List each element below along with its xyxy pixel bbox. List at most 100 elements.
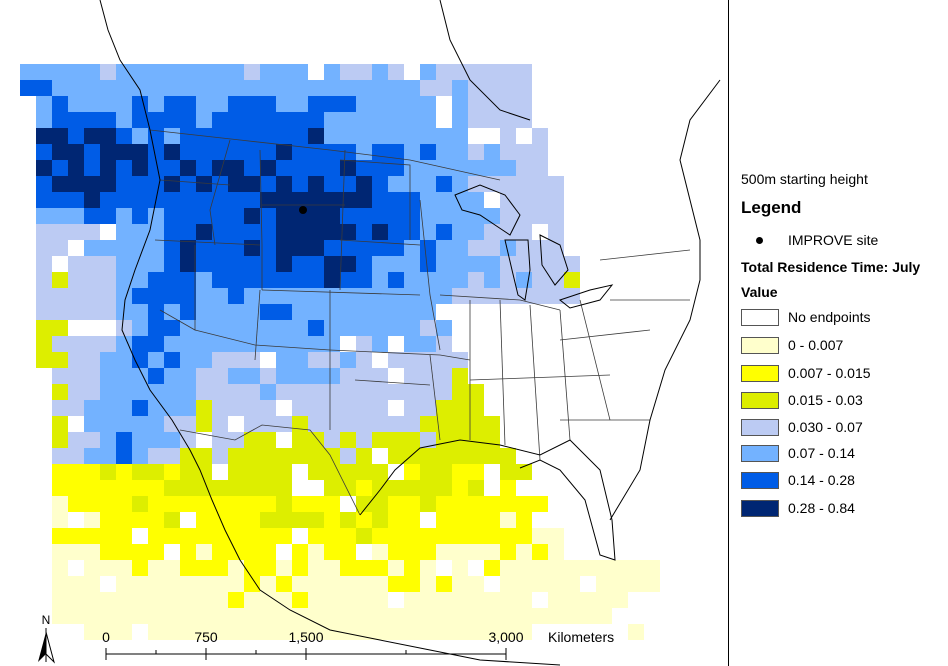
grid-cell [324, 192, 340, 208]
grid-cell [324, 576, 340, 592]
map-frame[interactable]: N 0 750 1,500 3,000 Kilometers [0, 0, 728, 666]
grid-cell [260, 576, 276, 592]
legend-swatch [741, 419, 779, 436]
grid-cell [324, 96, 340, 112]
grid-cell [452, 624, 468, 640]
grid-cell [500, 80, 516, 96]
grid-cell [292, 80, 308, 96]
grid-cell [164, 368, 180, 384]
grid-cell [196, 576, 212, 592]
grid-cell [404, 496, 420, 512]
grid-cell [100, 464, 116, 480]
grid-cell [260, 256, 276, 272]
grid-cell [404, 160, 420, 176]
grid-cell [228, 96, 244, 112]
grid-cell [100, 64, 116, 80]
grid-cell [212, 480, 228, 496]
grid-cell [292, 336, 308, 352]
grid-cell [372, 336, 388, 352]
grid-cell [308, 384, 324, 400]
grid-cell [500, 160, 516, 176]
grid-cell [324, 416, 340, 432]
grid-cell [468, 432, 484, 448]
grid-cell [212, 96, 228, 112]
grid-cell [308, 448, 324, 464]
grid-cell [180, 400, 196, 416]
grid-cell [36, 80, 52, 96]
grid-cell [116, 80, 132, 96]
grid-cell [420, 128, 436, 144]
grid-cell [276, 240, 292, 256]
grid-cell [532, 544, 548, 560]
grid-cell [260, 272, 276, 288]
grid-cell [516, 560, 532, 576]
grid-cell [436, 320, 452, 336]
grid-cell [308, 80, 324, 96]
grid-cell [436, 384, 452, 400]
grid-cell [164, 528, 180, 544]
grid-cell [276, 352, 292, 368]
grid-cell [228, 576, 244, 592]
state-line [439, 294, 561, 311]
grid-cell [340, 288, 356, 304]
grid-cell [404, 480, 420, 496]
grid-cell [500, 480, 516, 496]
grid-cell [196, 160, 212, 176]
grid-cell [68, 368, 84, 384]
grid-cell [612, 592, 628, 608]
grid-cell [100, 544, 116, 560]
grid-cell [356, 336, 372, 352]
grid-cell [276, 416, 292, 432]
grid-cell [356, 192, 372, 208]
grid-cell [436, 288, 452, 304]
grid-cell [500, 224, 516, 240]
grid-cell [356, 304, 372, 320]
grid-cell [212, 416, 228, 432]
grid-cell [164, 144, 180, 160]
grid-cell [468, 544, 484, 560]
grid-cell [340, 64, 356, 80]
grid-cell [52, 416, 68, 432]
grid-cell [404, 544, 420, 560]
residence-time-map[interactable]: N 0 750 1,500 3,000 Kilometers [0, 0, 728, 666]
grid-cell [404, 112, 420, 128]
grid-cell [68, 480, 84, 496]
grid-cell [388, 80, 404, 96]
grid-cell [340, 272, 356, 288]
grid-cell [468, 272, 484, 288]
grid-cell [324, 592, 340, 608]
legend-swatch [741, 365, 779, 382]
grid-cell [404, 240, 420, 256]
grid-cell [52, 528, 68, 544]
grid-cell [452, 208, 468, 224]
grid-cell [356, 128, 372, 144]
grid-cell [372, 256, 388, 272]
grid-cell [260, 208, 276, 224]
grid-cell [484, 80, 500, 96]
grid-cell [260, 400, 276, 416]
grid-cell [276, 64, 292, 80]
grid-cell [100, 96, 116, 112]
grid-cell [372, 304, 388, 320]
grid-cell [148, 96, 164, 112]
grid-cell [68, 272, 84, 288]
grid-cell [228, 592, 244, 608]
grid-cell [180, 496, 196, 512]
grid-cell [324, 224, 340, 240]
grid-cell [372, 128, 388, 144]
grid-cell [420, 576, 436, 592]
improve-site-marker[interactable] [299, 206, 307, 214]
grid-cell [468, 384, 484, 400]
grid-cell [324, 64, 340, 80]
grid-cell [196, 96, 212, 112]
grid-cell [212, 304, 228, 320]
legend-site-entry: IMPROVE site [741, 232, 946, 250]
grid-cell [148, 288, 164, 304]
panel-divider [728, 0, 729, 666]
grid-cell [388, 240, 404, 256]
grid-cell [548, 192, 564, 208]
grid-cell [436, 208, 452, 224]
grid-cell [340, 528, 356, 544]
grid-cell [164, 352, 180, 368]
grid-cell [436, 608, 452, 624]
